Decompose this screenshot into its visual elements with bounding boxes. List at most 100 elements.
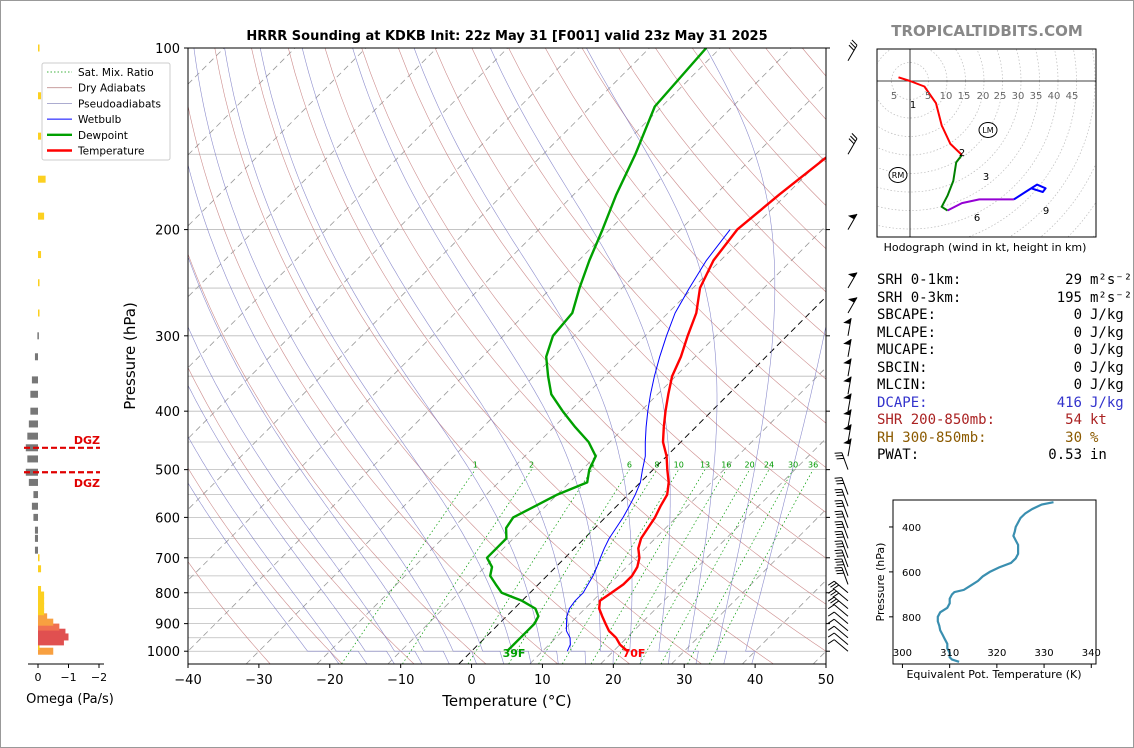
isotherm — [188, 48, 438, 298]
y-tick-label: 400 — [155, 405, 180, 420]
index-label: SHR 200-850mb: — [877, 412, 996, 428]
pseudoadiabat — [586, 48, 718, 664]
mixing-ratio-line — [508, 469, 630, 664]
index-unit: kt — [1090, 412, 1107, 428]
index-value: 30 — [1065, 429, 1082, 446]
omega-bar — [28, 478, 38, 486]
omega-bar — [38, 585, 42, 593]
index-label: MUCAPE: — [877, 342, 937, 358]
theta-x-tick-label: 300 — [893, 648, 912, 659]
wind-barb — [834, 540, 849, 558]
omega-bar — [37, 332, 39, 340]
mixing-ratio-label: 8 — [654, 461, 659, 470]
omega-bar — [34, 546, 38, 554]
index-row: SBCAPE: 0 J/kg — [877, 307, 1132, 325]
omega-tick-label: −1 — [60, 671, 76, 684]
omega-bar — [31, 502, 38, 510]
mixing-ratio-label: 36 — [808, 461, 818, 470]
wind-barb — [827, 632, 849, 645]
storm-motion-label: LM — [982, 126, 993, 135]
dewpoint-series — [485, 48, 708, 653]
x-tick-label: −10 — [387, 673, 414, 688]
wind-barb — [834, 499, 849, 518]
wetbulb-series — [565, 229, 731, 652]
omega-bar — [25, 468, 38, 476]
x-tick-label: −30 — [245, 673, 272, 688]
wind-barb — [834, 488, 849, 507]
dry-adiabat — [188, 253, 487, 664]
index-unit: in — [1090, 447, 1107, 463]
pseudoadiabat — [224, 48, 532, 664]
isotherm — [188, 48, 792, 652]
zero-isotherm — [458, 296, 826, 664]
theta-x-tick-label: 330 — [1035, 648, 1054, 659]
y-tick-label: 100 — [155, 42, 180, 57]
hodo-ring-label: 35 — [1030, 91, 1043, 102]
x-tick-label: 10 — [534, 673, 551, 688]
index-value: 0.53 — [1048, 447, 1082, 463]
wind-barb — [834, 530, 849, 549]
omega-bar — [38, 602, 45, 610]
legend-entry: Sat. Mix. Ratio — [78, 67, 154, 79]
wind-barb — [847, 39, 858, 62]
y-tick-label: 500 — [155, 464, 180, 479]
dgz-label: DGZ — [74, 434, 100, 447]
hodo-ring-label: 5 — [925, 91, 931, 102]
x-tick-label: 0 — [467, 673, 475, 688]
mixing-ratio-line — [639, 469, 750, 664]
isotherm — [529, 367, 826, 664]
storm-motion-label: RM — [892, 171, 905, 180]
chart-title: HRRR Sounding at KDKB Init: 22z May 31 [… — [246, 29, 767, 44]
theta-x-tick-label: 310 — [940, 648, 959, 659]
omega-bar — [34, 353, 38, 361]
mixing-ratio-label: 2 — [529, 461, 534, 470]
y-tick-label: 300 — [155, 330, 180, 345]
x-tick-label: 40 — [747, 673, 764, 688]
wind-barb — [827, 604, 849, 617]
pseudoadiabat — [188, 326, 423, 664]
dgz-label: DGZ — [74, 477, 100, 490]
omega-bar — [38, 309, 40, 317]
hodo-ring-label: 40 — [1048, 91, 1061, 102]
wind-barb — [827, 625, 849, 639]
isotherm — [188, 48, 579, 440]
wind-barb — [834, 510, 849, 529]
isotherm — [188, 48, 367, 227]
omega-bar — [38, 628, 66, 636]
pseudoadiabat — [188, 384, 395, 664]
omega-bar — [33, 491, 38, 499]
isotherm — [188, 48, 721, 581]
index-label: RH 300-850mb: — [877, 429, 987, 446]
omega-axis-label: Omega (Pa/s) — [26, 692, 114, 707]
wind-barb — [843, 438, 852, 457]
dry-adiabat — [434, 48, 826, 513]
dry-adiabat — [545, 48, 826, 380]
hodo-trace — [947, 198, 1014, 212]
x-tick-label: 20 — [605, 673, 622, 688]
index-row: MLCAPE: 0 J/kg — [877, 325, 1132, 343]
temperature-series — [598, 156, 826, 653]
x-tick-label: −40 — [174, 673, 201, 688]
wind-barb — [827, 618, 849, 632]
wind-barb — [827, 580, 849, 594]
wind-barb — [847, 272, 858, 289]
mixing-ratio-line — [341, 469, 476, 664]
dry-adiabat — [508, 48, 826, 424]
omega-bar — [38, 212, 45, 220]
index-row: RH 300-850mb: 30% — [877, 430, 1132, 448]
index-value: 0 — [1073, 377, 1082, 393]
pseudoadiabat — [188, 482, 340, 664]
hodo-ring-label: 10 — [940, 91, 953, 102]
theta-e-x-label: Equivalent Pot. Temperature (K) — [906, 668, 1081, 681]
wind-barb — [827, 611, 849, 624]
mixing-ratio-line — [467, 469, 593, 664]
omega-bar — [31, 376, 38, 384]
mixing-ratio-line — [660, 469, 770, 664]
surface-dewpoint-label: 39F — [503, 647, 526, 660]
index-unit: J/kg — [1090, 307, 1124, 323]
index-value: 416 — [1056, 394, 1082, 411]
omega-bar — [38, 647, 54, 655]
x-tick-label: 30 — [676, 673, 693, 688]
pseudoadiabat — [188, 255, 450, 664]
